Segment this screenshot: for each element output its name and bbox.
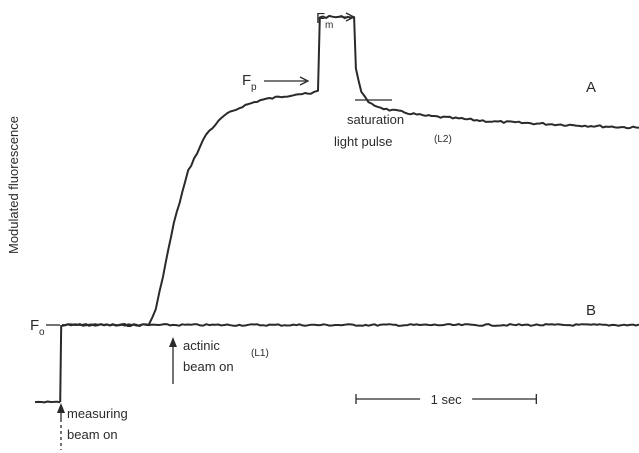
- scale-bar-label: 1 sec: [431, 392, 463, 407]
- actinic-label-line2: beam on: [183, 359, 234, 374]
- fp-annotation: F p: [242, 72, 310, 93]
- f0-subscript: o: [39, 327, 45, 338]
- series-a-label: A: [586, 79, 596, 96]
- measuring-onset-step: [59, 324, 63, 403]
- measuring-annotation: measuring beam on: [57, 403, 128, 450]
- measuring-label-line1: measuring: [67, 406, 128, 421]
- actinic-annotation: actinic beam on (L1): [169, 337, 269, 384]
- fp-subscript: p: [251, 82, 257, 93]
- f0-label: F: [30, 317, 39, 334]
- pre-measuring-trace: [34, 400, 61, 404]
- y-axis-label: Modulated fluorescence: [6, 116, 21, 254]
- series-b-label: B: [586, 302, 596, 319]
- series-a-line: [61, 14, 639, 327]
- saturation-tag: (L2): [434, 134, 452, 145]
- measuring-arrow-head: [57, 403, 65, 413]
- actinic-label-line1: actinic: [183, 338, 220, 353]
- fp-label: F: [242, 72, 251, 89]
- time-scale-bar: 1 sec: [355, 392, 537, 407]
- fm-label: F: [316, 10, 325, 27]
- fp-arrow-head: [299, 76, 310, 86]
- measuring-label-line2: beam on: [67, 427, 118, 442]
- fm-subscript: m: [325, 20, 333, 31]
- series-b-line: [61, 323, 639, 327]
- saturation-annotation: saturation light pulse (L2): [334, 99, 452, 149]
- fm-arrow-head: [345, 12, 356, 22]
- actinic-arrow-head: [169, 337, 177, 347]
- saturation-label-line2: light pulse: [334, 134, 393, 149]
- saturation-label-line1: saturation: [347, 112, 404, 127]
- fm-annotation: F m: [316, 10, 356, 31]
- actinic-tag: (L1): [251, 348, 269, 359]
- f0-annotation: F o: [30, 317, 60, 338]
